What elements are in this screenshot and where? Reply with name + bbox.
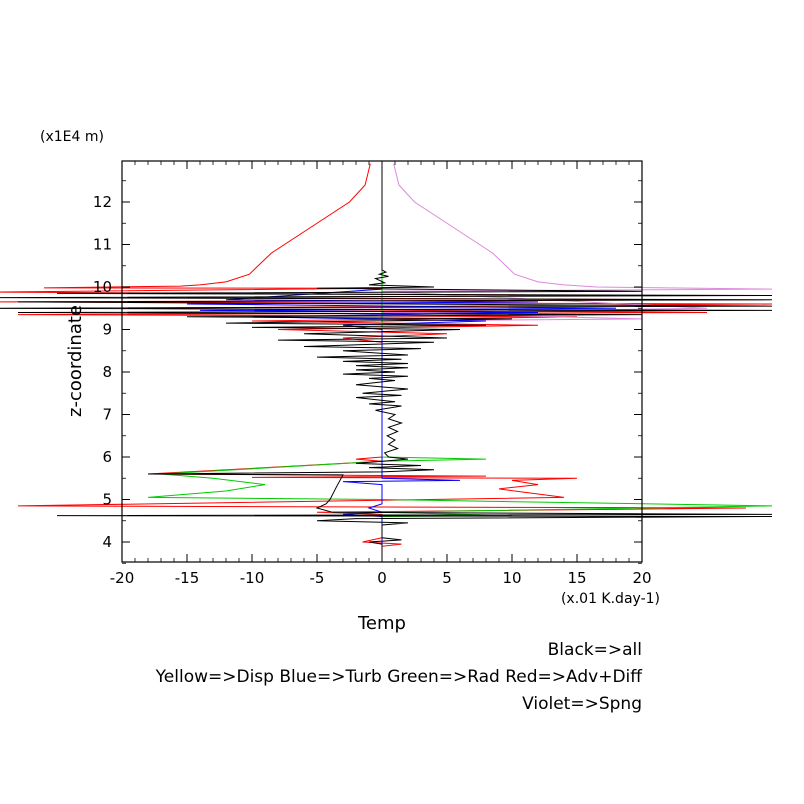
y-tick-label: 8	[102, 363, 112, 381]
series-line-spng	[381, 163, 773, 322]
x-tick-label: -20	[110, 569, 135, 587]
y-tick-label: 7	[102, 406, 112, 424]
y-tick-label: 4	[102, 533, 112, 551]
x-tick-label: 10	[502, 569, 521, 587]
y-tick-label: 11	[93, 236, 112, 254]
y-tick-label: 5	[102, 491, 112, 509]
series-line-adv-diff	[0, 163, 773, 562]
series-line-turb	[186, 288, 617, 562]
y-tick-label: 9	[102, 321, 112, 339]
x-tick-label: 0	[377, 569, 387, 587]
y-tick-label: 10	[93, 278, 112, 296]
y-unit-label: (x1E4 m)	[40, 129, 104, 145]
series-layer	[0, 163, 773, 562]
x-tick-label: -15	[175, 569, 200, 587]
x-tick-label: -5	[310, 569, 325, 587]
x-tick-label: 20	[632, 569, 651, 587]
legend-line-3: Violet=>Spng	[522, 694, 642, 714]
legend-line-2: Yellow=>Disp Blue=>Turb Green=>Rad Red=>…	[155, 667, 644, 687]
x-unit-label: (x.01 K.day-1)	[561, 591, 660, 607]
x-tick-label: 5	[442, 569, 452, 587]
series-line-all	[0, 163, 773, 562]
x-tick-label: -10	[240, 569, 265, 587]
x-tick-label: 15	[567, 569, 586, 587]
y-tick-label: 6	[102, 448, 112, 466]
y-tick-label: 12	[93, 193, 112, 211]
y-axis-label: z-coordinate	[65, 305, 86, 417]
tick-layer: -20 -15 -10 -5 0 5 10 15 20 4 5 6 7 8 9 10 11 12	[93, 161, 652, 587]
legend-line-1: Black=>all	[548, 640, 642, 660]
x-axis-label: Temp	[357, 613, 406, 634]
